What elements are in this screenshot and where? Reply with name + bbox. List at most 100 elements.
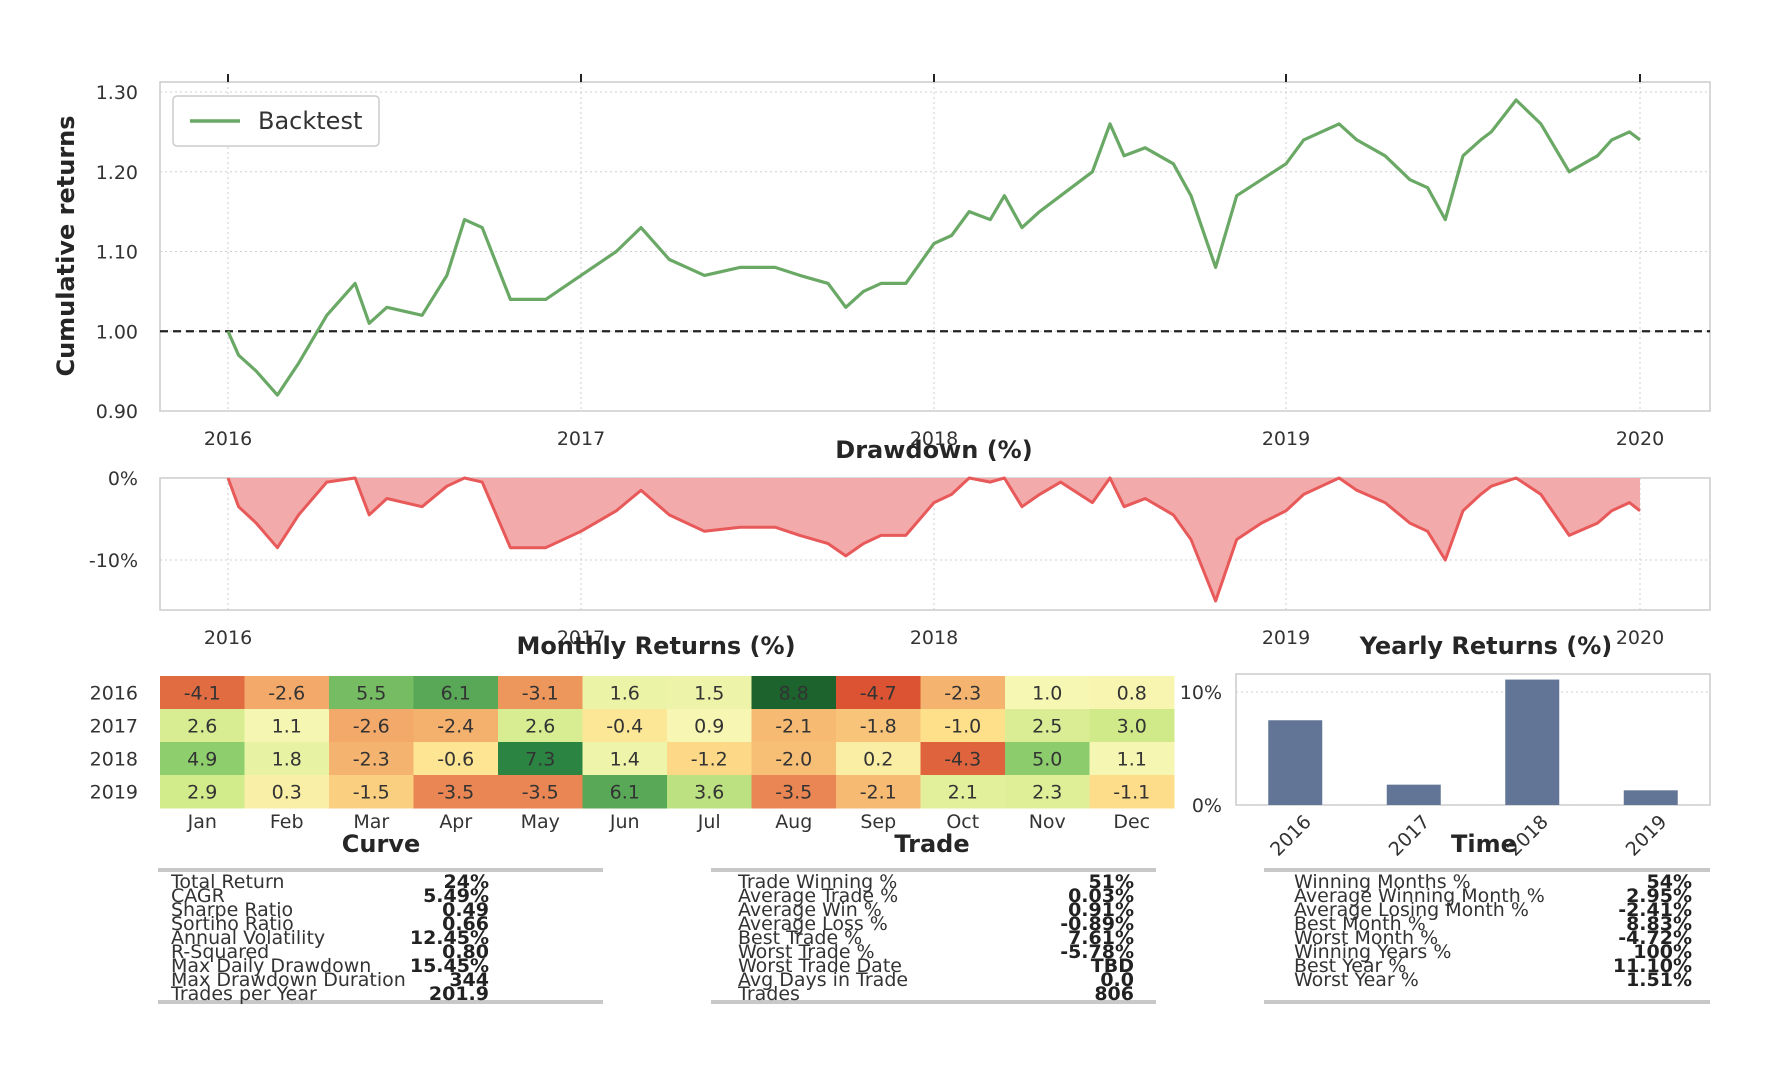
heatmap-cell	[582, 742, 668, 776]
heatmap-cell	[667, 676, 752, 710]
drawdown-title: Drawdown (%)	[835, 436, 1032, 464]
heatmap-cell	[920, 676, 1006, 710]
stat-label: Worst Month %	[1294, 927, 1438, 949]
heatmap-column-label: Aug	[775, 811, 812, 833]
drawdown-ytick-label: -10%	[89, 550, 138, 572]
stat-value: 0.49	[442, 899, 489, 921]
heatmap-cell	[244, 676, 330, 710]
heatmap-cell	[582, 775, 668, 809]
heatmap-cell	[1089, 742, 1175, 776]
heatmap-column-label: Jan	[187, 811, 217, 833]
heatmap-cell	[751, 775, 837, 809]
heatmap-cell-label: -3.5	[775, 782, 812, 804]
heatmap-column-label: Oct	[946, 811, 979, 833]
curve-stats-rows: Total Return 24% CAGR 5.49% Sharpe Ratio 0.49…	[170, 871, 489, 1005]
stat-label: Sharpe Ratio	[171, 899, 293, 921]
heatmap-cell-label: 5.5	[356, 683, 386, 705]
heatmap-cell-label: 2.6	[525, 716, 555, 738]
stat-value: 2.95%	[1626, 885, 1692, 907]
heatmap-cell-label: -2.6	[268, 683, 305, 705]
stat-value: 5.49%	[423, 885, 489, 907]
stat-label: Annual Volatility	[171, 927, 325, 949]
heatmap-column-label: Feb	[270, 811, 304, 833]
stat-label: Worst Trade Date	[738, 955, 902, 977]
stat-label: Max Daily Drawdown	[171, 955, 371, 977]
stat-label: Best Month %	[1294, 913, 1426, 935]
heatmap-cell-label: 6.1	[610, 782, 640, 804]
time-stats-rows: Winning Months % 54% Average Winning Month…	[1294, 871, 1692, 991]
heatmap-cell-label: -4.1	[184, 683, 221, 705]
heatmap-cell-label: 3.0	[1117, 716, 1147, 738]
stat-label: Sortino Ratio	[171, 913, 294, 935]
heatmap-cell	[413, 709, 499, 743]
stat-value: -5.78%	[1060, 941, 1134, 963]
heatmap-cell	[1089, 709, 1175, 743]
stat-label: Average Winning Month %	[1294, 885, 1545, 907]
stat-value: 12.45%	[410, 927, 489, 949]
stat-value: -4.72%	[1618, 927, 1692, 949]
yearly-bar	[1386, 784, 1441, 805]
yearly-xtick-label: 2019	[1622, 811, 1672, 861]
heatmap-cell	[1089, 775, 1175, 809]
heatmap-cell	[920, 709, 1006, 743]
stat-value: 201.9	[429, 983, 489, 1005]
trade-stats-rows: Trade Winning % 51% Average Trade % 0.03% Av…	[737, 871, 1134, 1005]
cumulative-ylabel: Cumulative returns	[52, 115, 80, 376]
heatmap-cell	[244, 775, 330, 809]
heatmap-cell-label: -1.0	[944, 716, 981, 738]
stat-value: 1.51%	[1626, 969, 1692, 991]
stat-label: Average Loss %	[738, 913, 888, 935]
stat-value: 0.91%	[1068, 899, 1134, 921]
stat-label: Total Return	[170, 871, 284, 893]
monthly-title: Monthly Returns (%)	[516, 632, 795, 660]
heatmap-cell-label: 6.1	[441, 683, 471, 705]
heatmap-cell	[582, 709, 668, 743]
heatmap-column-label: May	[521, 811, 560, 833]
heatmap-cell	[836, 775, 921, 809]
heatmap-cell	[1089, 676, 1175, 710]
heatmap-cell-label: 2.3	[1032, 782, 1062, 804]
stat-label: Trades	[737, 983, 800, 1005]
heatmap-cell-label: 4.9	[187, 749, 217, 771]
drawdown-xtick-label: 2018	[910, 627, 958, 649]
heatmap-cell	[836, 676, 921, 710]
heatmap-cell-label: 1.8	[272, 749, 302, 771]
cumulative-xtick-label: 2017	[557, 428, 605, 450]
time-stats-title: Time	[1451, 830, 1517, 858]
heatmap-cell	[329, 775, 414, 809]
heatmap-cell	[836, 742, 921, 776]
heatmap-column-label: Jul	[697, 811, 721, 833]
stat-label: CAGR	[171, 885, 225, 907]
stat-value: -2.41%	[1618, 899, 1692, 921]
legend-box	[172, 95, 380, 147]
stat-value: 7.61%	[1068, 927, 1134, 949]
heatmap-cell-label: -3.1	[522, 683, 559, 705]
cumulative-xtick-label: 2019	[1262, 428, 1310, 450]
heatmap-cell-label: 1.4	[610, 749, 640, 771]
heatmap-cell	[498, 775, 583, 809]
heatmap-cell-label: 1.0	[1032, 683, 1062, 705]
heatmap-row-label: 2018	[90, 749, 138, 771]
stat-value: 0.03%	[1068, 885, 1134, 907]
heatmap-cell	[413, 775, 499, 809]
heatmap-cell-label: -2.3	[944, 683, 981, 705]
heatmap-cell	[244, 742, 330, 776]
heatmap-cell	[413, 676, 499, 710]
heatmap-cell-label: 3.6	[694, 782, 724, 804]
heatmap-cell-label: -2.1	[775, 716, 812, 738]
heatmap-cell-label: 2.1	[948, 782, 978, 804]
heatmap-cell-label: 7.3	[525, 749, 555, 771]
cumulative-ytick-label: 0.90	[96, 401, 138, 423]
heatmap-cell	[667, 775, 752, 809]
heatmap-cell	[329, 742, 414, 776]
drawdown-xtick-label: 2016	[204, 627, 252, 649]
heatmap-cell	[836, 709, 921, 743]
heatmap-cell-label: -1.1	[1113, 782, 1150, 804]
stat-label: Winning Years %	[1294, 941, 1451, 963]
heatmap-cell-label: 2.5	[1032, 716, 1062, 738]
heatmap-cell	[413, 742, 499, 776]
heatmap-cell	[329, 676, 414, 710]
stat-value: 51%	[1089, 871, 1134, 893]
yearly-bar	[1623, 790, 1678, 805]
